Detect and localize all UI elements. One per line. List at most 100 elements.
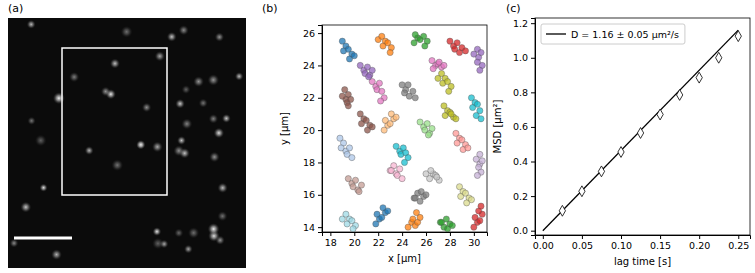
tick-mark xyxy=(531,58,535,59)
tick-mark xyxy=(621,235,622,239)
track-point xyxy=(434,174,440,180)
legend: D = 1.16 ± 0.05 µm²/s xyxy=(541,24,685,44)
axis-line xyxy=(536,236,751,240)
tick-mark xyxy=(426,232,427,236)
fluorescent-spot xyxy=(101,87,111,97)
track-point xyxy=(424,121,430,127)
tick: 0.0 xyxy=(513,225,535,236)
tick-mark xyxy=(330,232,331,236)
tick: 30 xyxy=(468,232,480,248)
track-point xyxy=(399,176,405,182)
tick-label: 0.15 xyxy=(650,240,671,251)
fluorescent-spot xyxy=(199,98,208,107)
track-point xyxy=(448,111,454,117)
track-point xyxy=(430,66,436,72)
fluorescent-spot xyxy=(69,72,79,82)
tick-label: 0.05 xyxy=(572,240,593,251)
tick: 0.20 xyxy=(689,235,710,251)
fluorescent-spot xyxy=(217,183,227,193)
track-point xyxy=(477,218,483,224)
track-point xyxy=(350,226,356,232)
tick-mark xyxy=(318,33,322,34)
track-point xyxy=(377,98,383,104)
scale-bar xyxy=(14,237,72,240)
tick: 1.2 xyxy=(513,18,535,29)
track-point xyxy=(465,145,471,151)
track-point xyxy=(397,166,403,172)
fluorescent-spot xyxy=(208,223,220,235)
panel-label: (a) xyxy=(8,2,23,15)
track-point xyxy=(478,49,484,55)
tick: 0.2 xyxy=(513,191,535,202)
tick-label: 0.00 xyxy=(533,240,554,251)
tick-label: 20 xyxy=(349,237,361,248)
msd-point xyxy=(677,90,683,101)
tick-label: 1.0 xyxy=(513,52,528,63)
msd-point xyxy=(735,31,741,42)
fluorescent-spot xyxy=(121,26,133,38)
track-point xyxy=(401,159,407,165)
msd-point xyxy=(637,128,643,139)
tick-label: 22 xyxy=(373,237,385,248)
track-point xyxy=(410,88,416,94)
tick-label: 0.4 xyxy=(513,156,528,167)
fluorescent-spot xyxy=(167,32,177,42)
track-point xyxy=(474,172,480,178)
tick-label: 0.20 xyxy=(689,240,710,251)
fluorescent-spot xyxy=(39,184,47,192)
tick: 0.8 xyxy=(513,87,535,98)
plot-frame xyxy=(322,25,487,232)
tick-mark xyxy=(354,232,355,236)
track-point xyxy=(346,145,352,151)
track-point xyxy=(428,167,434,173)
tick-mark xyxy=(402,232,403,236)
tick-mark xyxy=(543,235,544,239)
track-point xyxy=(423,192,429,198)
tick-mark xyxy=(318,98,322,99)
tick: 20 xyxy=(303,125,322,136)
tick-mark xyxy=(318,162,322,163)
tick: 0.25 xyxy=(728,235,749,251)
fluorescent-spot xyxy=(193,76,204,87)
fluorescent-spot xyxy=(182,85,191,94)
x-axis-title: x [µm] xyxy=(388,253,421,264)
fluorescent-spot xyxy=(110,58,120,68)
track-point xyxy=(339,93,345,99)
track-point xyxy=(349,155,355,161)
track-point xyxy=(412,32,418,38)
track-point xyxy=(351,53,357,59)
track-point xyxy=(405,82,411,88)
track-point xyxy=(453,116,459,122)
fluorescent-spot xyxy=(111,159,123,171)
tick-label: 1.2 xyxy=(513,18,528,29)
track-point xyxy=(446,88,452,94)
tick-mark xyxy=(318,227,322,228)
msd-point xyxy=(579,186,585,197)
y-axis-title: MSD [µm²] xyxy=(492,100,503,154)
fluorescent-spot xyxy=(181,118,192,129)
tick: 20 xyxy=(349,232,361,248)
track-point xyxy=(477,67,483,73)
fluorescent-spot xyxy=(215,32,224,41)
tick-label: 18 xyxy=(303,157,315,168)
tick-mark xyxy=(318,65,322,66)
fluorescent-spot xyxy=(35,135,47,147)
fluorescent-spot xyxy=(179,148,190,159)
track-point xyxy=(441,62,447,68)
tick: 16 xyxy=(303,189,322,200)
legend-box xyxy=(541,24,685,44)
tick: 0.15 xyxy=(650,235,671,251)
fluorescent-spot xyxy=(222,114,231,123)
fluorescent-spot xyxy=(208,74,220,86)
fluorescent-spot xyxy=(152,238,164,250)
tick: 26 xyxy=(420,232,432,248)
fluorescent-spot xyxy=(51,249,62,260)
track-point xyxy=(474,101,480,107)
fluorescent-spot xyxy=(209,152,219,162)
msd-point xyxy=(598,166,604,177)
fluorescent-spot xyxy=(184,245,193,254)
track-point xyxy=(387,49,393,55)
tick-mark xyxy=(378,232,379,236)
track-point xyxy=(478,203,484,209)
tick-mark xyxy=(531,92,535,93)
